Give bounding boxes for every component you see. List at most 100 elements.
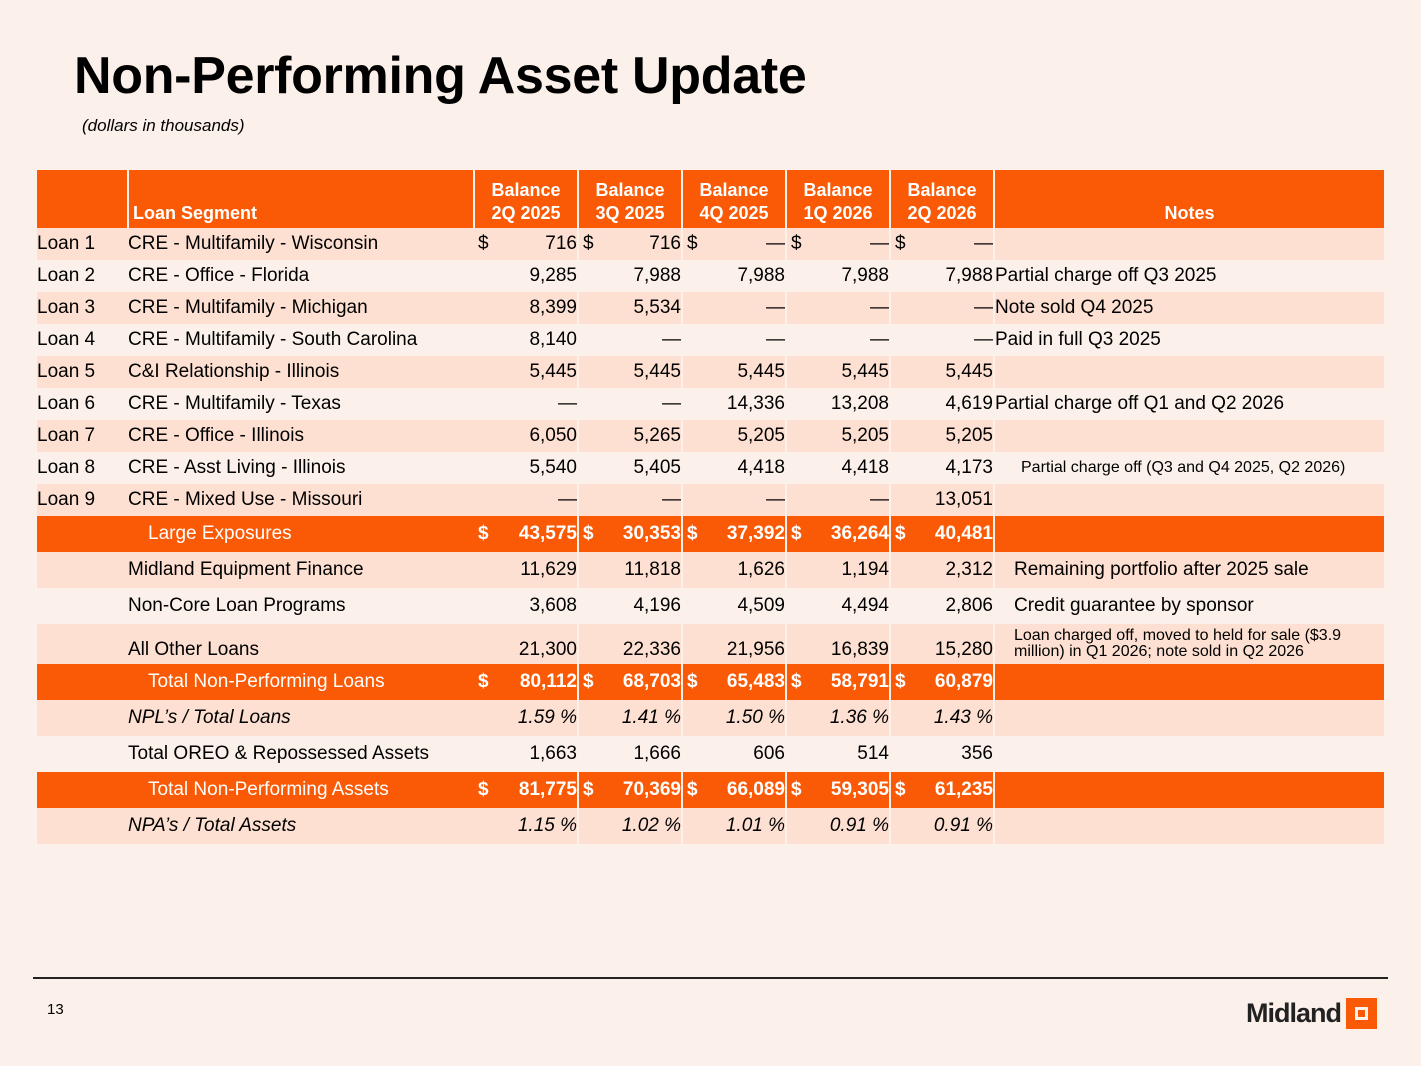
value: 5,445 (737, 361, 785, 382)
spacer-cell (37, 516, 128, 552)
value-cell: 2,806 (890, 588, 995, 624)
value: 80,112 (519, 671, 577, 692)
loan-segment: C&I Relationship - Illinois (128, 356, 474, 388)
loan-note: Partial charge off Q1 and Q2 2026 (994, 388, 1384, 420)
ratio-cell: 1.43 % (890, 700, 995, 736)
value: — (766, 233, 785, 254)
segment-row: Midland Equipment Finance 11,629 11,818 1,6… (37, 552, 1384, 588)
value-cell: $59,305 (786, 772, 891, 808)
value-cell: 4,619 (890, 388, 995, 420)
value: 1,663 (529, 743, 577, 764)
value: 65,483 (726, 671, 785, 692)
segment-label: All Other Loans (128, 624, 474, 664)
ratio-cell: 1.15 % (474, 808, 579, 844)
value: 8,140 (529, 329, 577, 350)
value-cell: 6,050 (474, 420, 579, 452)
value: 4,418 (841, 457, 889, 478)
value-cell: 4,418 (682, 452, 787, 484)
value: 61,235 (934, 779, 993, 800)
value-cell: — (474, 484, 579, 516)
npa-table: Loan Segment Balance 2Q 2025 Balance 3Q 20… (37, 170, 1384, 844)
note-cell (994, 700, 1384, 736)
value: 16,839 (830, 639, 889, 660)
value: 0.91 % (829, 815, 889, 836)
value: 1.02 % (621, 815, 681, 836)
loan-id: Loan 7 (37, 420, 128, 452)
value-cell: $61,235 (890, 772, 995, 808)
loan-note (994, 356, 1384, 388)
value: — (766, 489, 785, 510)
note-cell (994, 736, 1384, 772)
value: 70,369 (622, 779, 681, 800)
value-cell: $716 (474, 228, 579, 260)
value-cell: $ — (890, 228, 995, 260)
value-cell: — (474, 388, 579, 420)
value-cell: $68,703 (578, 664, 683, 700)
value-cell: $80,112 (474, 664, 579, 700)
value: 5,534 (633, 297, 681, 318)
loan-segment: CRE - Multifamily - Michigan (128, 292, 474, 324)
value: 5,205 (945, 425, 993, 446)
value-cell: 8,140 (474, 324, 579, 356)
spacer-cell (37, 772, 128, 808)
value-cell: $37,392 (682, 516, 787, 552)
logo-square-icon (1346, 998, 1377, 1029)
value: 514 (857, 743, 889, 764)
loan-note (994, 484, 1384, 516)
oreo-row: Total OREO & Repossessed Assets 1,663 1,66… (37, 736, 1384, 772)
value: — (974, 233, 993, 254)
npa-ratio-row: NPA’s / Total Assets 1.15 % 1.02 % 1.01 % 0.… (37, 808, 1384, 844)
logo-text: Midland (1246, 998, 1342, 1028)
large-exposures-label: Large Exposures (128, 516, 474, 552)
dollar-sign: $ (791, 233, 802, 254)
dollar-sign: $ (687, 523, 698, 544)
value-cell: $36,264 (786, 516, 891, 552)
dollar-sign: $ (791, 779, 802, 800)
total-npa-row: Total Non-Performing Assets $81,775 $70,36… (37, 772, 1384, 808)
value: 8,399 (529, 297, 577, 318)
value: — (558, 393, 577, 414)
dollar-sign: $ (478, 523, 489, 544)
value-cell: 11,629 (474, 552, 579, 588)
dollar-sign: $ (687, 779, 698, 800)
value: 68,703 (622, 671, 681, 692)
value: 5,445 (633, 361, 681, 382)
loan-row: Loan 3 CRE - Multifamily - Michigan 8,399 5… (37, 292, 1384, 324)
value: 356 (961, 743, 993, 764)
value: 5,205 (737, 425, 785, 446)
value-cell: 514 (786, 736, 891, 772)
page-subtitle: (dollars in thousands) (82, 116, 245, 135)
value: 4,494 (841, 595, 889, 616)
value-cell: 5,445 (578, 356, 683, 388)
value: 21,300 (518, 639, 577, 660)
value: 4,418 (737, 457, 785, 478)
value-cell: — (786, 484, 891, 516)
value-cell: 5,405 (578, 452, 683, 484)
value: 5,445 (945, 361, 993, 382)
dollar-sign: $ (895, 233, 906, 254)
value-cell: 13,051 (890, 484, 995, 516)
value-cell: 1,194 (786, 552, 891, 588)
loan-note (994, 420, 1384, 452)
value: — (662, 393, 681, 414)
npa-ratio-label: NPA’s / Total Assets (128, 808, 474, 844)
loan-id: Loan 3 (37, 292, 128, 324)
ratio-cell: 0.91 % (890, 808, 995, 844)
value-cell: 14,336 (682, 388, 787, 420)
dollar-sign: $ (895, 671, 906, 692)
value: 716 (545, 233, 577, 254)
spacer-cell (37, 700, 128, 736)
value: 21,956 (726, 639, 785, 660)
value: 1,626 (737, 559, 785, 580)
dollar-sign: $ (687, 671, 698, 692)
value-cell: 4,196 (578, 588, 683, 624)
value-cell: 5,445 (474, 356, 579, 388)
value-cell: 1,663 (474, 736, 579, 772)
note-cell (994, 664, 1384, 700)
segment-note: Credit guarantee by sponsor (994, 588, 1384, 624)
value-cell: 16,839 (786, 624, 891, 664)
value: 5,405 (633, 457, 681, 478)
loan-row: Loan 6 CRE - Multifamily - Texas — — 14,336 1… (37, 388, 1384, 420)
spacer-cell (37, 624, 128, 664)
value: 1.36 % (829, 707, 889, 728)
